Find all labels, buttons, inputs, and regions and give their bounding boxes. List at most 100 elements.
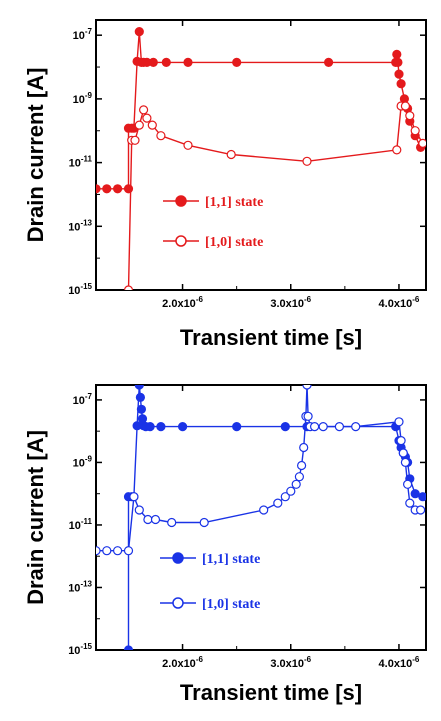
data-point-filled: [280, 422, 290, 432]
data-point-filled: [135, 392, 145, 402]
plot-frame: [95, 384, 427, 651]
series-line-2: [127, 105, 424, 290]
x-tick-base: 2.0x10: [162, 298, 196, 310]
data-point-open: [400, 101, 410, 111]
data-point-open: [396, 436, 406, 446]
data-point-open: [123, 546, 134, 556]
x-axis-title: Transient time [s]: [180, 680, 362, 705]
data-point-open: [156, 131, 166, 141]
data-point-open: [302, 156, 312, 166]
y-tick-base: 10: [73, 395, 85, 407]
data-point-filled: [156, 422, 166, 432]
data-point-open: [303, 411, 313, 421]
data-point-open: [273, 498, 283, 508]
y-tick-label: 10-9: [73, 91, 93, 106]
y-tick-label: 10-15: [68, 282, 92, 297]
data-point-filled: [112, 184, 123, 194]
data-point-open: [392, 145, 402, 155]
data-point-filled: [161, 57, 171, 68]
legend-marker: [175, 235, 187, 247]
legend-label: [1,1] state: [202, 552, 260, 567]
y-tick-label: 10-9: [73, 454, 93, 469]
data-point-open: [400, 457, 410, 467]
y-tick-exponent: -15: [80, 282, 92, 291]
data-point-filled: [418, 492, 426, 502]
y-tick-base: 10: [73, 94, 85, 106]
data-point-open: [299, 442, 309, 453]
y-tick-base: 10: [68, 582, 80, 594]
data-point-open: [167, 517, 177, 528]
data-point-open: [410, 126, 420, 136]
x-tick-base: 3.0x10: [270, 658, 304, 670]
data-point-open: [142, 113, 152, 123]
data-point-open: [139, 105, 149, 115]
data-point-filled: [134, 385, 144, 390]
y-tick-exponent: -11: [81, 517, 93, 526]
x-tick-exponent: -6: [196, 295, 204, 304]
x-tick-label: 4.0x10-6: [379, 655, 420, 670]
x-tick-label: 4.0x10-6: [379, 295, 420, 310]
data-point-open: [134, 505, 144, 515]
data-point-filled: [232, 422, 242, 432]
data-point-filled: [392, 49, 402, 60]
data-point-open: [129, 492, 139, 502]
legend-marker: [172, 552, 184, 564]
data-point-filled: [232, 57, 242, 68]
data-point-open: [102, 546, 112, 556]
data-point-open: [286, 486, 296, 496]
data-point-open: [416, 505, 426, 515]
y-tick-exponent: -9: [85, 454, 93, 463]
y-tick-exponent: -11: [81, 155, 93, 164]
data-point-filled: [145, 422, 155, 432]
x-tick-base: 3.0x10: [270, 298, 304, 310]
x-tick-label: 3.0x10-6: [270, 295, 311, 310]
data-layer: [96, 385, 426, 650]
data-point-open: [130, 135, 140, 145]
data-point-filled: [178, 422, 188, 432]
y-tick-base: 10: [68, 285, 80, 297]
data-layer: [96, 27, 426, 290]
x-tick-base: 4.0x10: [379, 658, 413, 670]
data-point-filled: [393, 57, 403, 68]
data-point-filled: [394, 69, 404, 79]
y-tick-base: 10: [69, 158, 81, 170]
y-tick-base: 10: [73, 30, 85, 42]
data-point-open: [398, 448, 408, 458]
data-point-filled: [324, 57, 334, 68]
y-tick-base: 10: [68, 645, 80, 657]
y-tick-exponent: -9: [85, 91, 93, 100]
data-point-filled: [102, 184, 112, 194]
plot-frame: [95, 19, 427, 291]
data-point-open: [199, 517, 209, 528]
data-point-open: [318, 422, 328, 432]
data-point-open: [112, 546, 123, 556]
y-tick-exponent: -15: [80, 642, 92, 651]
data-point-filled: [183, 57, 193, 68]
data-point-open: [96, 546, 101, 556]
data-point-open: [302, 385, 312, 390]
legend-label: [1,0] state: [202, 597, 260, 612]
data-point-open: [418, 138, 426, 148]
data-point-open: [143, 514, 153, 525]
y-tick-label: 10-7: [73, 392, 93, 407]
data-point-filled: [96, 184, 101, 194]
y-tick-exponent: -13: [80, 218, 92, 227]
data-point-open: [294, 472, 304, 482]
data-point-open: [405, 110, 415, 121]
data-point-filled: [134, 27, 144, 37]
y-tick-label: 10-11: [69, 155, 93, 170]
y-tick-base: 10: [69, 520, 81, 532]
series-line-2: [96, 385, 421, 552]
x-tick-exponent: -6: [304, 655, 312, 664]
data-point-open: [291, 479, 301, 489]
data-point-open: [394, 417, 404, 427]
y-tick-label: 10-13: [68, 218, 92, 233]
data-point-open: [334, 422, 344, 432]
y-axis-title: Drain current [A]: [23, 68, 48, 243]
legend-marker: [175, 195, 187, 207]
y-tick-label: 10-15: [68, 642, 92, 657]
data-point-filled: [148, 57, 158, 68]
